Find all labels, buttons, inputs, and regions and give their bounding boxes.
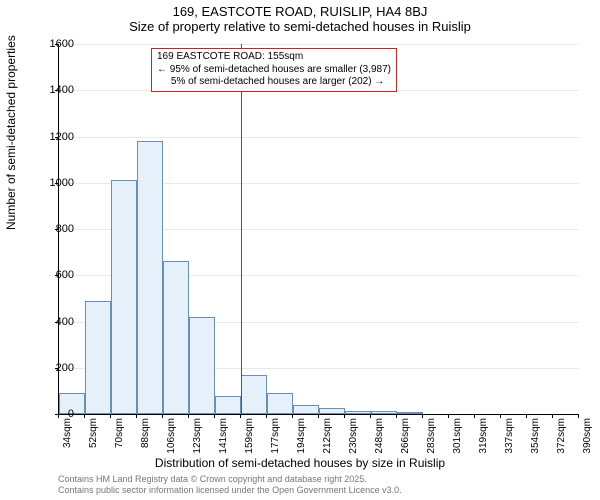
xtick-mark	[474, 414, 475, 418]
xtick-label: 354sqm	[530, 418, 541, 454]
xtick-label: 123sqm	[192, 418, 203, 454]
xtick-mark	[500, 414, 501, 418]
histogram-bar	[241, 375, 267, 414]
xtick-label: 194sqm	[296, 418, 307, 454]
xtick-mark	[370, 414, 371, 418]
ytick-label: 800	[34, 223, 74, 235]
chart-title-main: 169, EASTCOTE ROAD, RUISLIP, HA4 8BJ	[0, 0, 600, 19]
xtick-label: 319sqm	[478, 418, 489, 454]
xtick-label: 88sqm	[140, 418, 151, 448]
xtick-label: 372sqm	[556, 418, 567, 454]
ytick-label: 1200	[34, 131, 74, 143]
histogram-bar	[111, 180, 137, 414]
ytick-label: 1400	[34, 84, 74, 96]
xtick-mark	[526, 414, 527, 418]
xtick-mark	[422, 414, 423, 418]
xtick-label: 52sqm	[88, 418, 99, 448]
plot: 169 EASTCOTE ROAD: 155sqm← 95% of semi-d…	[58, 44, 579, 415]
gridline	[59, 137, 579, 138]
xtick-label: 34sqm	[62, 418, 73, 448]
xtick-mark	[578, 414, 579, 418]
xtick-mark	[214, 414, 215, 418]
ytick-label: 1000	[34, 177, 74, 189]
xtick-label: 248sqm	[374, 418, 385, 454]
xtick-mark	[396, 414, 397, 418]
xtick-label: 177sqm	[270, 418, 281, 454]
xtick-label: 266sqm	[400, 418, 411, 454]
xtick-mark	[266, 414, 267, 418]
chart-area: 169 EASTCOTE ROAD: 155sqm← 95% of semi-d…	[58, 44, 578, 414]
xtick-mark	[110, 414, 111, 418]
chart-title-sub: Size of property relative to semi-detach…	[0, 19, 600, 36]
attribution-line1: Contains HM Land Registry data © Crown c…	[58, 474, 402, 485]
histogram-bar	[267, 393, 293, 414]
histogram-bar	[371, 411, 397, 414]
xtick-label: 337sqm	[504, 418, 515, 454]
annotation-box: 169 EASTCOTE ROAD: 155sqm← 95% of semi-d…	[151, 48, 397, 92]
histogram-bar	[319, 408, 345, 414]
ytick-label: 200	[34, 362, 74, 374]
x-axis-label: Distribution of semi-detached houses by …	[0, 456, 600, 470]
xtick-mark	[136, 414, 137, 418]
xtick-mark	[188, 414, 189, 418]
histogram-bar	[345, 411, 371, 414]
xtick-mark	[84, 414, 85, 418]
attribution-line2: Contains public sector information licen…	[58, 485, 402, 496]
xtick-mark	[318, 414, 319, 418]
chart-container: 169, EASTCOTE ROAD, RUISLIP, HA4 8BJ Siz…	[0, 0, 600, 500]
histogram-bar	[215, 396, 241, 415]
annotation-line: 5% of semi-detached houses are larger (2…	[157, 76, 391, 89]
xtick-mark	[162, 414, 163, 418]
ytick-label: 400	[34, 316, 74, 328]
xtick-label: 390sqm	[582, 418, 593, 454]
xtick-label: 159sqm	[244, 418, 255, 454]
ytick-label: 600	[34, 269, 74, 281]
xtick-label: 230sqm	[348, 418, 359, 454]
xtick-label: 283sqm	[426, 418, 437, 454]
attribution: Contains HM Land Registry data © Crown c…	[58, 474, 402, 496]
xtick-label: 141sqm	[218, 418, 229, 454]
xtick-mark	[448, 414, 449, 418]
reference-line	[241, 44, 242, 414]
y-axis-label: Number of semi-detached properties	[4, 35, 18, 230]
xtick-label: 212sqm	[322, 418, 333, 454]
gridline	[59, 44, 579, 45]
ytick-label: 1600	[34, 38, 74, 50]
histogram-bar	[163, 261, 189, 414]
xtick-mark	[240, 414, 241, 418]
annotation-line: ← 95% of semi-detached houses are smalle…	[157, 64, 391, 77]
histogram-bar	[293, 405, 319, 414]
xtick-mark	[292, 414, 293, 418]
xtick-label: 106sqm	[166, 418, 177, 454]
ytick-label: 0	[34, 408, 74, 420]
xtick-label: 70sqm	[114, 418, 125, 448]
annotation-line: 169 EASTCOTE ROAD: 155sqm	[157, 51, 391, 64]
histogram-bar	[189, 317, 215, 414]
histogram-bar	[137, 141, 163, 414]
histogram-bar	[85, 301, 111, 414]
xtick-mark	[552, 414, 553, 418]
histogram-bar	[397, 412, 423, 414]
xtick-label: 301sqm	[452, 418, 463, 454]
xtick-mark	[344, 414, 345, 418]
